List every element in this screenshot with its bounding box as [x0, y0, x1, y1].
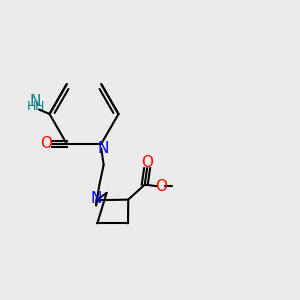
Text: O: O [40, 136, 52, 152]
Text: O: O [141, 155, 153, 170]
Text: H: H [35, 100, 44, 113]
Text: N: N [97, 141, 108, 156]
Text: N: N [30, 94, 41, 109]
Text: H: H [27, 100, 36, 113]
Text: O: O [155, 178, 167, 194]
Text: N: N [90, 191, 102, 206]
